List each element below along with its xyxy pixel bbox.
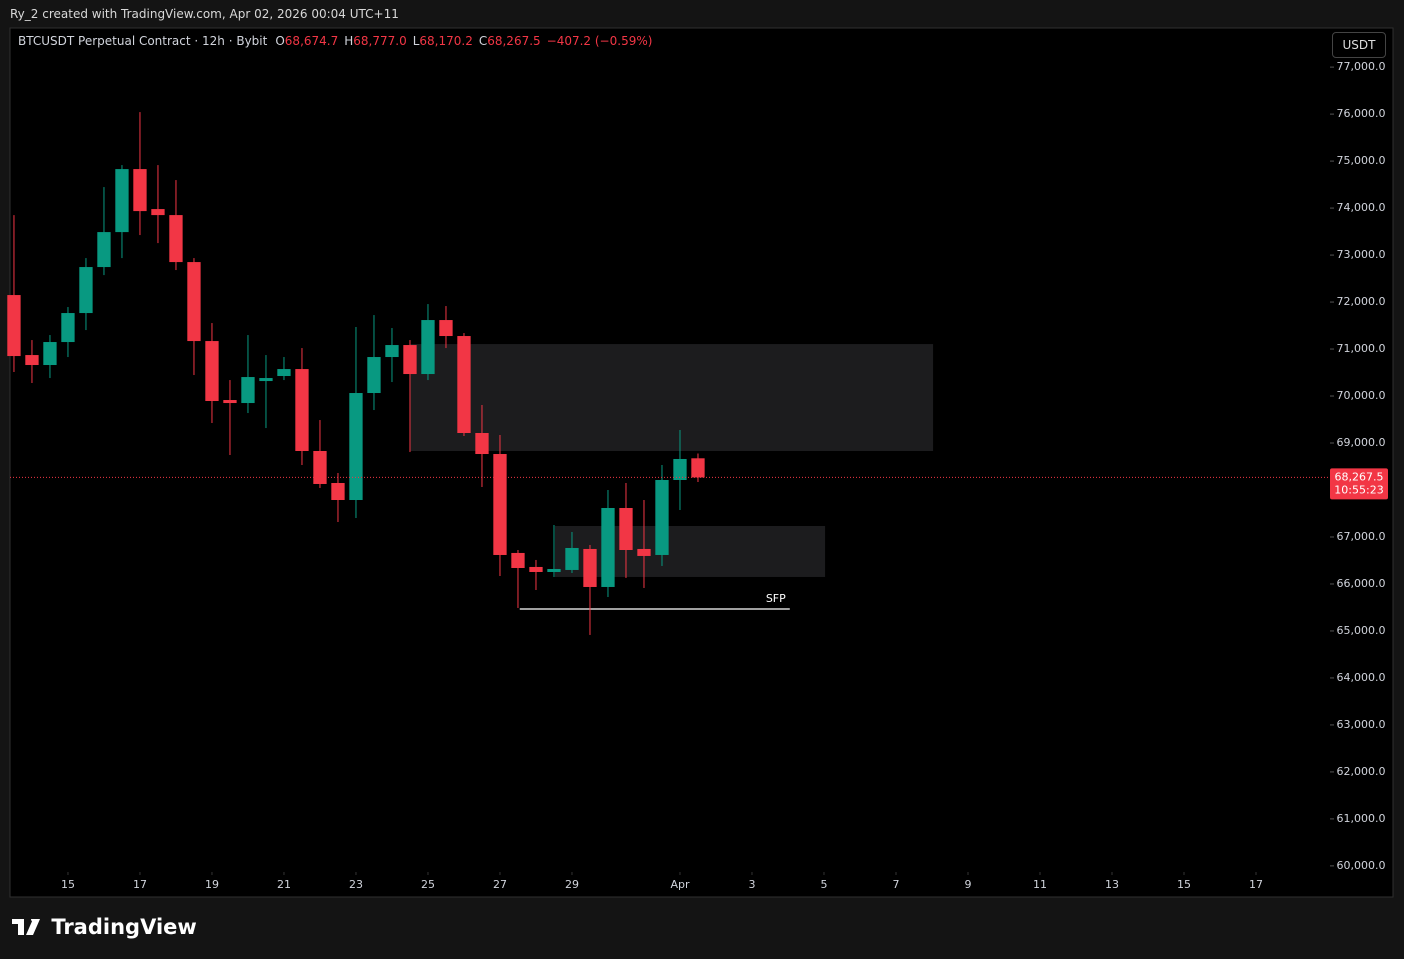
- y-tick-label: 60,000.0: [1337, 859, 1386, 872]
- legend-title: BTCUSDT Perpetual Contract · 12h · Bybit: [18, 34, 268, 48]
- candle-body: [205, 341, 219, 402]
- y-tick-label: 69,000.0: [1337, 436, 1386, 449]
- ohlc-value: 68,170.2: [419, 34, 473, 48]
- x-tick-label: 3: [748, 878, 755, 891]
- candle-body: [583, 548, 597, 587]
- x-tick-label: 5: [820, 878, 827, 891]
- candle-body: [457, 336, 471, 434]
- candle-body: [43, 342, 57, 366]
- y-tick-label: 72,000.0: [1337, 295, 1386, 308]
- y-tick-label: 77,000.0: [1337, 60, 1386, 73]
- legend: BTCUSDT Perpetual Contract · 12h · Bybit…: [18, 34, 658, 48]
- ohlc-key: L: [412, 34, 420, 48]
- y-tick-label: 63,000.0: [1337, 718, 1386, 731]
- ohlc-key: O: [275, 34, 285, 48]
- y-tick-label: 71,000.0: [1337, 342, 1386, 355]
- candle-body: [529, 566, 543, 572]
- candle-body: [439, 320, 453, 337]
- x-tick-label: 27: [493, 878, 507, 891]
- x-tick-label: 17: [133, 878, 147, 891]
- candle-body: [691, 458, 705, 478]
- candle-body: [295, 369, 309, 451]
- candle-body: [133, 169, 147, 212]
- candle-body: [475, 433, 489, 455]
- candle-body: [601, 507, 615, 587]
- candle-body: [421, 320, 435, 375]
- x-tick-label: 17: [1249, 878, 1263, 891]
- x-tick-label: 15: [61, 878, 75, 891]
- ohlc-value: 68,267.5: [487, 34, 541, 48]
- candle-body: [79, 267, 93, 314]
- candle-body: [7, 295, 21, 357]
- logo-text: TradingView: [51, 915, 197, 939]
- y-tick-label: 70,000.0: [1337, 389, 1386, 402]
- candle-body: [619, 507, 633, 551]
- x-tick-label: 9: [964, 878, 971, 891]
- x-tick-label: Apr: [670, 878, 690, 891]
- candle-body: [511, 552, 525, 568]
- x-tick-label: 23: [349, 878, 363, 891]
- x-tick-label: 11: [1033, 878, 1047, 891]
- ohlc-value: 68,674.7: [284, 34, 339, 48]
- ohlc-key: C: [478, 34, 488, 48]
- zone: [409, 344, 934, 451]
- candle-body: [313, 451, 327, 484]
- header: Ry_2 created with TradingView.com, Apr 0…: [10, 7, 399, 21]
- candle-body: [61, 313, 75, 343]
- candle-body: [187, 262, 201, 342]
- candle-body: [547, 568, 561, 572]
- candle-body: [169, 215, 183, 263]
- x-tick-label: 19: [205, 878, 219, 891]
- candle-body: [367, 357, 381, 394]
- y-tick-label: 65,000.0: [1337, 624, 1386, 637]
- candle-body: [115, 169, 129, 233]
- y-tick-label: 74,000.0: [1337, 201, 1386, 214]
- annotation: SFP: [766, 592, 786, 605]
- x-tick-label: 25: [421, 878, 435, 891]
- x-tick-label: 7: [892, 878, 899, 891]
- y-tick-label: 64,000.0: [1337, 671, 1386, 684]
- x-tick-label: 13: [1105, 878, 1119, 891]
- candle-body: [259, 378, 273, 382]
- x-tick-label: 15: [1177, 878, 1191, 891]
- y-tick-label: 76,000.0: [1337, 107, 1386, 120]
- y-tick-label: 75,000.0: [1337, 154, 1386, 167]
- change: −407.2 (−0.59%): [546, 34, 653, 48]
- candle-body: [97, 232, 111, 268]
- candle-body: [673, 458, 687, 480]
- candle-body: [385, 345, 399, 358]
- last-price-box: [1330, 468, 1388, 500]
- countdown: 10:55:23: [1334, 483, 1383, 496]
- y-tick-label: 73,000.0: [1337, 248, 1386, 261]
- y-tick-label: 66,000.0: [1337, 577, 1386, 590]
- candle-body: [331, 482, 345, 501]
- candle-body: [151, 209, 165, 216]
- candle-body: [493, 454, 507, 555]
- candle-body: [277, 369, 291, 377]
- x-tick-label: 21: [277, 878, 291, 891]
- y-tick-label: 62,000.0: [1337, 765, 1386, 778]
- ohlc-value: 68,777.0: [353, 34, 407, 48]
- candle-body: [403, 345, 417, 375]
- candle-body: [565, 547, 579, 570]
- ohlc-key: H: [344, 34, 354, 48]
- candle-body: [241, 377, 255, 404]
- x-tick-label: 29: [565, 878, 579, 891]
- logo: TradingView: [12, 915, 197, 939]
- candle-body: [637, 548, 651, 556]
- y-tick-label: 61,000.0: [1337, 812, 1386, 825]
- logo-icon: [12, 916, 40, 935]
- last-price-label: 68,267.5: [1335, 470, 1384, 483]
- candle-body: [349, 393, 363, 501]
- zone: [554, 525, 826, 577]
- candle-body: [223, 400, 237, 404]
- y-tick-label: 67,000.0: [1337, 530, 1386, 543]
- candle-body: [655, 479, 669, 555]
- currency-button[interactable]: USDT: [1332, 32, 1386, 58]
- candle-body: [25, 355, 39, 366]
